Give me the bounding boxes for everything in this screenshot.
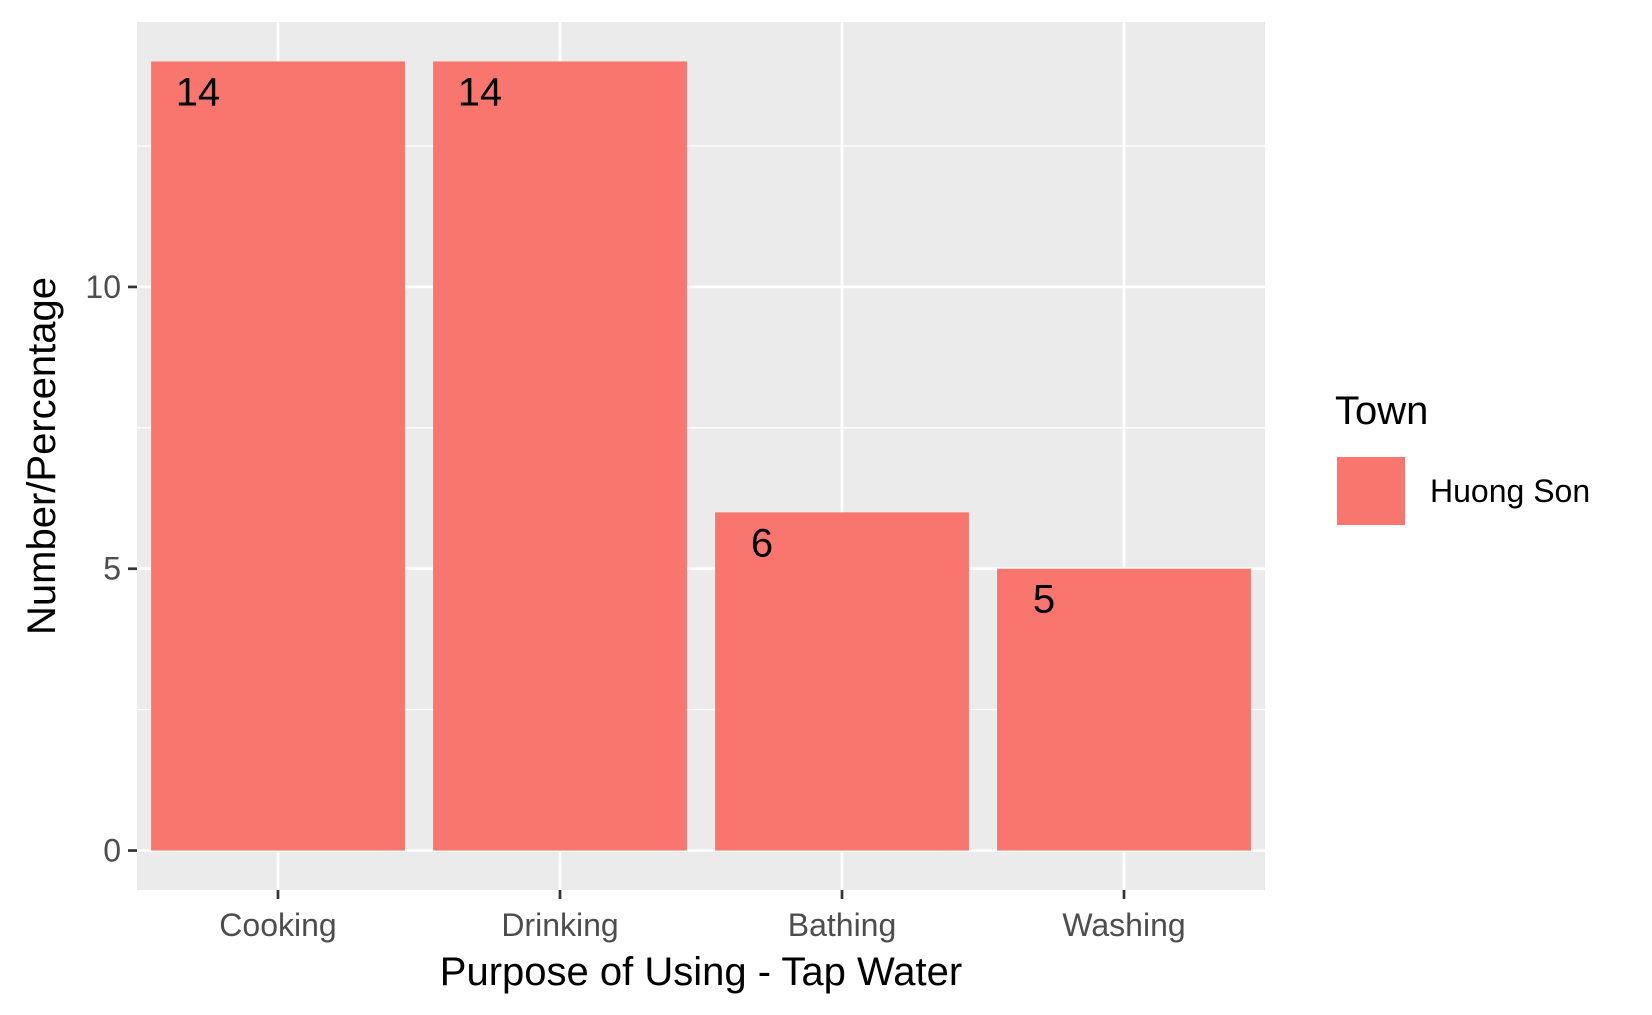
legend: Town Huong Son	[1335, 389, 1590, 525]
legend-key-swatch	[1337, 457, 1405, 525]
y-tick-label: 5	[103, 551, 121, 587]
legend-label: Huong Son	[1430, 473, 1590, 509]
data-labels: 14 14 6 5	[176, 70, 1055, 621]
bar-cooking	[151, 61, 405, 851]
data-label: 14	[176, 70, 221, 114]
x-tick-label: Cooking	[219, 907, 336, 943]
y-tick-label: 0	[103, 833, 121, 869]
y-axis: 0 5 10	[85, 269, 137, 869]
data-label: 5	[1033, 578, 1055, 622]
x-tick-label: Drinking	[501, 907, 618, 943]
y-axis-title: Number/Percentage	[20, 277, 64, 635]
data-label: 14	[458, 70, 503, 114]
x-tick-label: Bathing	[788, 907, 897, 943]
bars	[151, 61, 1251, 851]
x-axis: Cooking Drinking Bathing Washing	[219, 890, 1186, 943]
x-axis-title: Purpose of Using - Tap Water	[440, 950, 962, 994]
bar-bathing	[715, 512, 969, 851]
y-tick-label: 10	[85, 269, 121, 305]
legend-title: Town	[1335, 389, 1428, 433]
x-tick-label: Washing	[1062, 907, 1185, 943]
bar-washing	[997, 568, 1251, 851]
bar-drinking	[433, 61, 687, 851]
data-label: 6	[751, 521, 773, 565]
